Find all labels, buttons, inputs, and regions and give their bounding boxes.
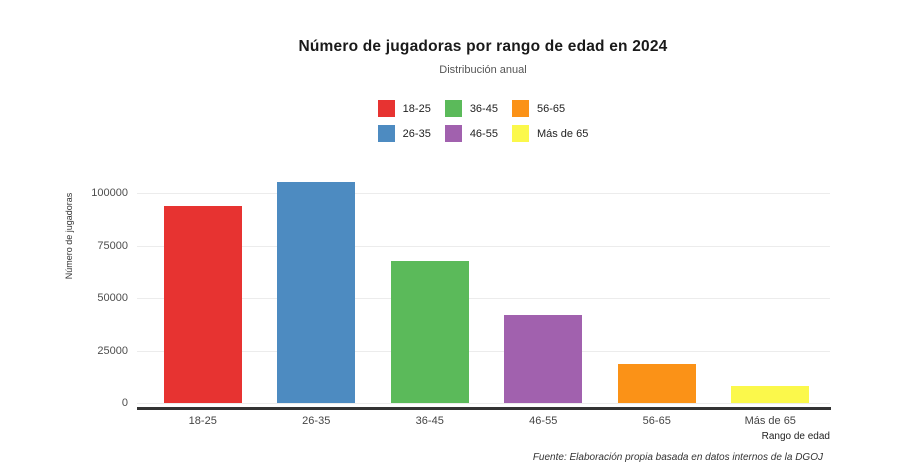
y-tick-label: 75000 bbox=[97, 239, 128, 252]
legend-item-26-35: 26-35 bbox=[377, 125, 431, 142]
legend-label: Más de 65 bbox=[536, 127, 589, 140]
plot-area bbox=[146, 172, 827, 403]
legend-column: 36-45 46-55 bbox=[444, 100, 498, 142]
bar-18-25 bbox=[163, 206, 242, 403]
bar-column bbox=[260, 172, 374, 403]
legend-label: 18-25 bbox=[402, 102, 431, 115]
x-axis-tick-labels: 18-25 26-35 36-45 46-55 56-65 Más de 65 bbox=[146, 415, 827, 427]
legend-swatch-icon bbox=[511, 125, 529, 142]
bar-46-55 bbox=[504, 315, 583, 403]
legend-item-56-65: 56-65 bbox=[511, 100, 588, 117]
x-axis-line bbox=[137, 407, 831, 410]
gridline-75000 bbox=[137, 245, 830, 247]
x-tick-label: 46-55 bbox=[529, 415, 558, 427]
x-tick-label: 56-65 bbox=[642, 415, 671, 427]
bar-Más de 65 bbox=[731, 386, 810, 403]
legend-label: 36-45 bbox=[469, 102, 498, 115]
bar-36-45 bbox=[390, 261, 469, 403]
bar-column bbox=[600, 172, 714, 403]
y-tick-label: 100000 bbox=[91, 187, 128, 199]
legend-item-36-45: 36-45 bbox=[444, 100, 498, 117]
bar-column bbox=[487, 172, 601, 403]
y-tick-label: 0 bbox=[121, 397, 128, 409]
legend-swatch-icon bbox=[377, 125, 395, 142]
chart-title: Número de jugadoras por rango de edad en… bbox=[298, 38, 668, 55]
legend: 18-25 26-35 36-45 46-55 56-65 Más de 65 bbox=[66, 100, 900, 142]
bar-26-35 bbox=[277, 182, 356, 403]
legend-item-18-25: 18-25 bbox=[377, 100, 431, 117]
gridline-25000 bbox=[137, 350, 830, 352]
legend-item-46-55: 46-55 bbox=[444, 125, 498, 142]
gridline-0 bbox=[137, 403, 830, 404]
legend-label: 46-55 bbox=[469, 127, 498, 140]
x-tick-label: 36-45 bbox=[415, 415, 444, 427]
legend-swatch-icon bbox=[444, 125, 462, 142]
legend-item-Más de 65: Más de 65 bbox=[511, 125, 589, 142]
legend-column: 18-25 26-35 bbox=[377, 100, 431, 142]
legend-label: 26-35 bbox=[402, 127, 431, 140]
bar-56-65 bbox=[617, 364, 696, 403]
y-tick-label: 50000 bbox=[97, 292, 128, 304]
bar-column bbox=[714, 172, 828, 403]
legend-swatch-icon bbox=[444, 100, 462, 117]
bar-column bbox=[373, 172, 487, 403]
gridline-50000 bbox=[137, 298, 830, 299]
gridline-100000 bbox=[137, 193, 830, 194]
y-axis-title: Número de jugadoras bbox=[64, 192, 74, 280]
legend-column: 56-65 Más de 65 bbox=[511, 100, 589, 142]
legend-swatch-icon bbox=[377, 100, 395, 117]
x-tick-label: Más de 65 bbox=[744, 415, 796, 427]
x-tick-label: 18-25 bbox=[188, 415, 217, 427]
x-tick-label: 26-35 bbox=[302, 415, 331, 427]
bar-column bbox=[146, 172, 260, 403]
legend-swatch-icon bbox=[511, 100, 529, 117]
source-caption: Fuente: Elaboración propia basada en dat… bbox=[532, 452, 823, 463]
chart-subtitle: Distribución anual bbox=[439, 64, 527, 76]
y-tick-label: 25000 bbox=[97, 344, 128, 357]
x-axis-title: Rango de edad bbox=[761, 431, 830, 442]
legend-label: 56-65 bbox=[536, 102, 566, 115]
